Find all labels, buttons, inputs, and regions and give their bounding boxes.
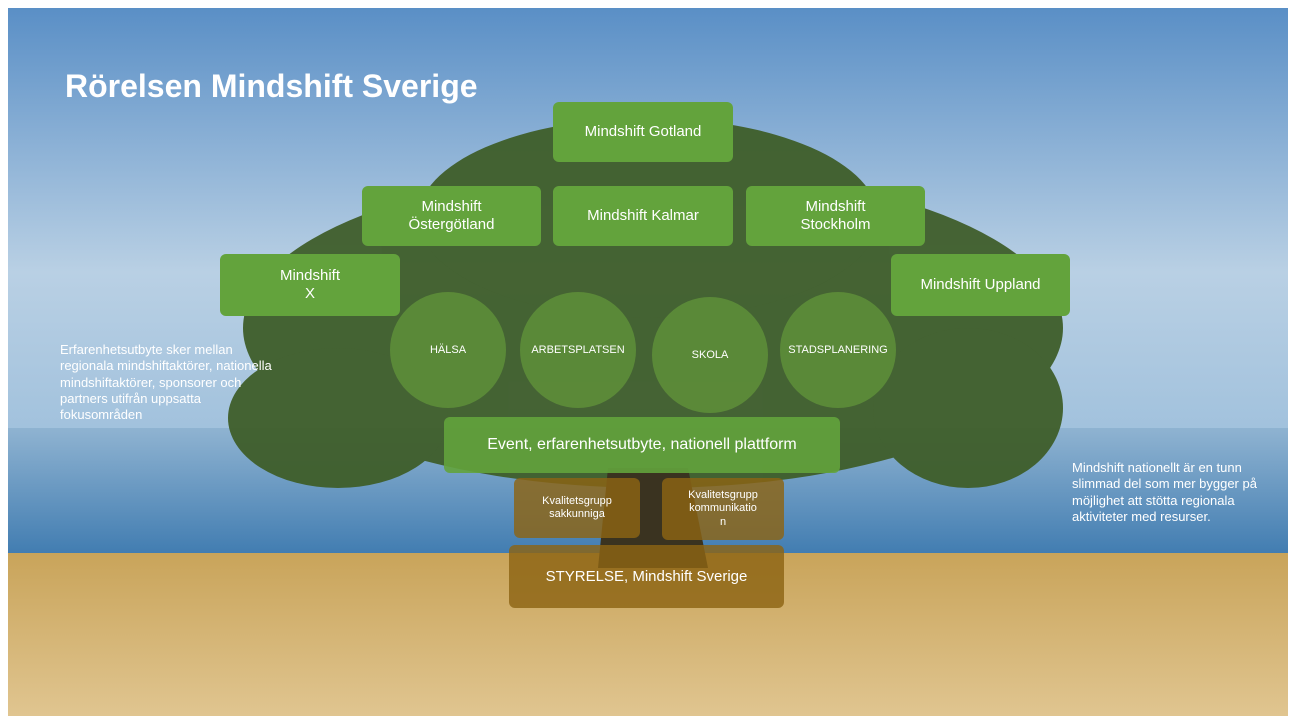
slide-title: Rörelsen Mindshift Sverige [65, 68, 478, 105]
slide: Rörelsen Mindshift Sverige Mindshift Got… [8, 8, 1288, 716]
region-box: Mindshift Östergötland [362, 186, 541, 246]
region-box: Mindshift Gotland [553, 102, 733, 162]
focus-area: SKOLA [652, 297, 768, 413]
board-box: STYRELSE, Mindshift Sverige [509, 545, 784, 608]
region-box: Mindshift Kalmar [553, 186, 733, 246]
focus-area: STADSPLANERING [780, 292, 896, 408]
group-box: Kvalitetsgrupp kommunikatio n [662, 478, 784, 540]
page: Rörelsen Mindshift Sverige Mindshift Got… [0, 0, 1295, 724]
left-note: Erfarenhetsutbyte sker mellan regionala … [60, 342, 280, 423]
region-box: Mindshift X [220, 254, 400, 316]
right-note: Mindshift nationellt är en tunn slimmad … [1072, 460, 1284, 525]
group-box: Kvalitetsgrupp sakkunniga [514, 478, 640, 538]
platform-box: Event, erfarenhetsutbyte, nationell plat… [444, 417, 840, 473]
region-box: Mindshift Uppland [891, 254, 1070, 316]
focus-area: ARBETSPLATSEN [520, 292, 636, 408]
focus-area: HÄLSA [390, 292, 506, 408]
region-box: Mindshift Stockholm [746, 186, 925, 246]
